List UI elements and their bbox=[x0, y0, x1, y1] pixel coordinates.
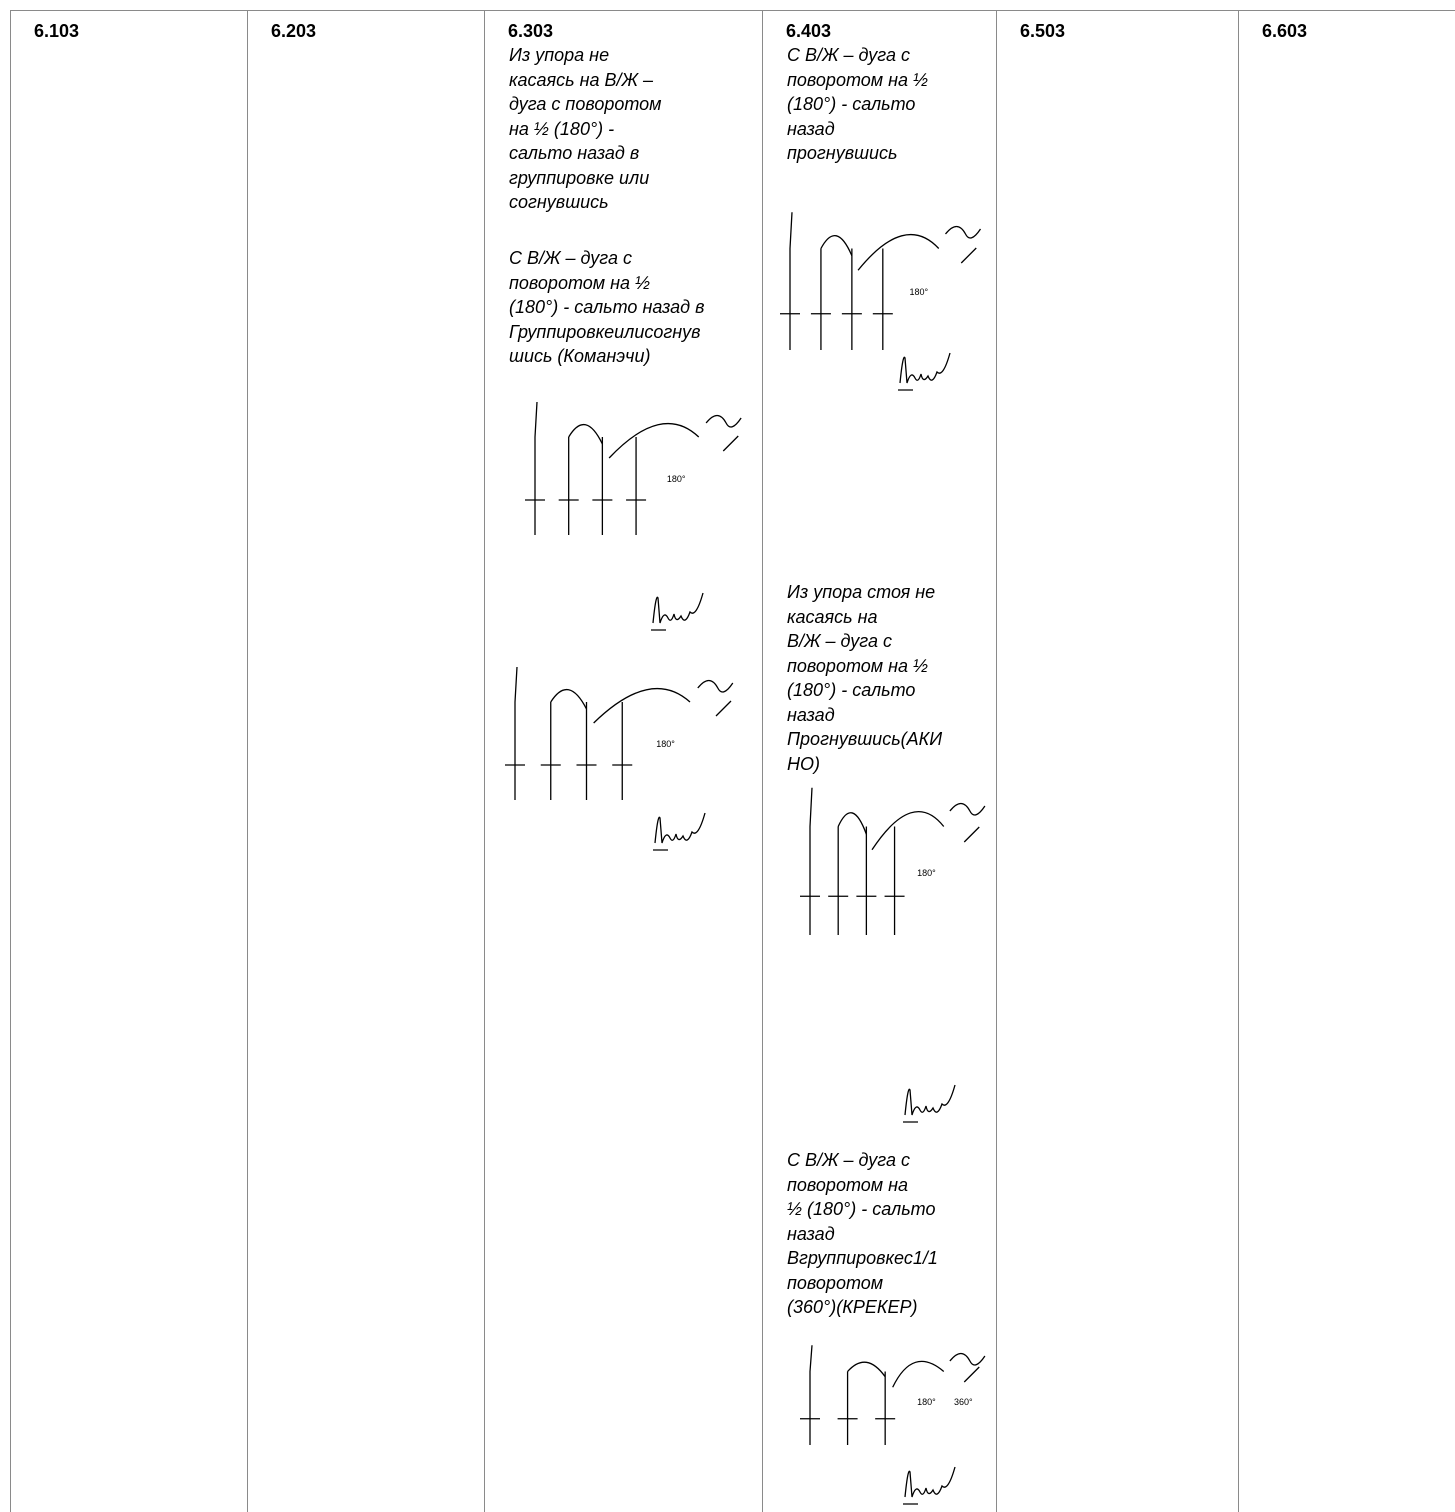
description-line: (180°) - сальто назад в bbox=[509, 297, 705, 317]
element-description: С В/Ж – дуга с поворотом на ½ (180°) - сал… bbox=[787, 43, 928, 166]
description-line: Из упора стоя не bbox=[787, 582, 936, 602]
description-line: поворотом на ½ bbox=[787, 69, 929, 90]
description-line: поворотом на bbox=[787, 1174, 909, 1195]
rotation-label: 180° bbox=[917, 1397, 936, 1407]
judge-signature bbox=[898, 352, 951, 391]
element-description: С В/Ж – дуга с поворотом на ½ (180°) - сал… bbox=[787, 1148, 938, 1320]
element-code: 6.303 bbox=[508, 21, 554, 41]
signature-stroke bbox=[651, 592, 704, 631]
judge-signature bbox=[903, 1084, 956, 1123]
description-line: Прогнувшись(АКИ bbox=[787, 729, 943, 749]
element-sketch: 180° bbox=[505, 666, 734, 800]
signature-stroke bbox=[903, 1084, 956, 1123]
element-sketch: 180° bbox=[525, 401, 742, 535]
element-code: 6.103 bbox=[34, 21, 80, 41]
description-line: Вгруппировкес1/1 bbox=[787, 1248, 938, 1268]
judge-signature bbox=[653, 812, 706, 851]
description-line: С В/Ж – дуга с bbox=[787, 1150, 910, 1170]
element-code: 6.203 bbox=[271, 21, 317, 41]
description-line: (180°) - сальто bbox=[787, 680, 916, 700]
signature-stroke bbox=[653, 812, 706, 851]
table-column bbox=[996, 10, 1238, 1512]
description-line: В/Ж – дуга с bbox=[787, 631, 892, 651]
table-column bbox=[484, 10, 762, 1512]
description-line: касаясь на В/Ж – bbox=[509, 69, 654, 90]
signature-stroke bbox=[903, 1466, 956, 1505]
element-description: Из упора стоя не касаясь на В/Ж – дуга с по… bbox=[787, 580, 942, 776]
description-line: С В/Ж – дуга с bbox=[509, 248, 632, 268]
gymnast-figure bbox=[809, 1345, 986, 1388]
element-sketch: 180° bbox=[800, 787, 986, 935]
element-description: С В/Ж – дуга с поворотом на ½ (180°) - сал… bbox=[509, 246, 705, 369]
rotation-label: 180° bbox=[656, 739, 675, 749]
description-line: (360°)(КРЕКЕР) bbox=[787, 1297, 918, 1317]
signature-stroke bbox=[898, 352, 951, 391]
element-code: 6.503 bbox=[1020, 21, 1066, 41]
table-column bbox=[247, 10, 484, 1512]
description-line: поворотом bbox=[787, 1272, 884, 1293]
description-line: поворотом на ½ bbox=[509, 272, 651, 293]
judge-signature bbox=[651, 592, 704, 631]
description-line: назад bbox=[787, 118, 835, 139]
description-line: сальто назад в bbox=[509, 143, 640, 163]
description-line: назад bbox=[787, 1223, 835, 1244]
gymnast-figure bbox=[789, 212, 982, 271]
description-line: согнувшись bbox=[509, 192, 609, 212]
element-code: 6.603 bbox=[1262, 21, 1308, 41]
description-line: поворотом на ½ bbox=[787, 655, 929, 676]
description-line: касаясь на bbox=[787, 606, 878, 627]
element-description: Из упора не касаясь на В/Ж – дуга с поворо… bbox=[509, 43, 662, 215]
gymnast-figure bbox=[809, 787, 986, 851]
rotation-label: 180° bbox=[667, 474, 686, 484]
rotation-label: 180° bbox=[917, 868, 936, 878]
description-line: назад bbox=[787, 704, 835, 725]
table-column bbox=[10, 10, 247, 1512]
rotation-label: 180° bbox=[910, 287, 929, 297]
description-line: (180°) - сальто bbox=[787, 94, 916, 114]
description-line: дуга с поворотом bbox=[509, 94, 662, 114]
rotation-label: 360° bbox=[954, 1397, 973, 1407]
table-column bbox=[762, 10, 996, 1512]
description-line: Из упора не bbox=[509, 45, 610, 65]
description-line: шись (Команэчи) bbox=[509, 346, 651, 366]
description-line: С В/Ж – дуга с bbox=[787, 45, 910, 65]
description-line: на ½ (180°) - bbox=[509, 118, 615, 139]
gymnast-figure bbox=[534, 401, 742, 459]
description-line: группировке или bbox=[509, 167, 650, 188]
description-line: Группировкеилисогнув bbox=[509, 321, 701, 342]
element-sketch: 180° 360° bbox=[800, 1345, 986, 1445]
element-sketch: 180° bbox=[780, 212, 982, 350]
description-line: НО) bbox=[787, 753, 820, 774]
gymnast-figure bbox=[514, 666, 734, 724]
description-line: ½ (180°) - сальто bbox=[787, 1199, 936, 1219]
element-code: 6.403 bbox=[786, 21, 832, 41]
table-column bbox=[1238, 10, 1455, 1512]
description-line: прогнувшись bbox=[787, 143, 898, 163]
judge-signature bbox=[903, 1466, 956, 1505]
